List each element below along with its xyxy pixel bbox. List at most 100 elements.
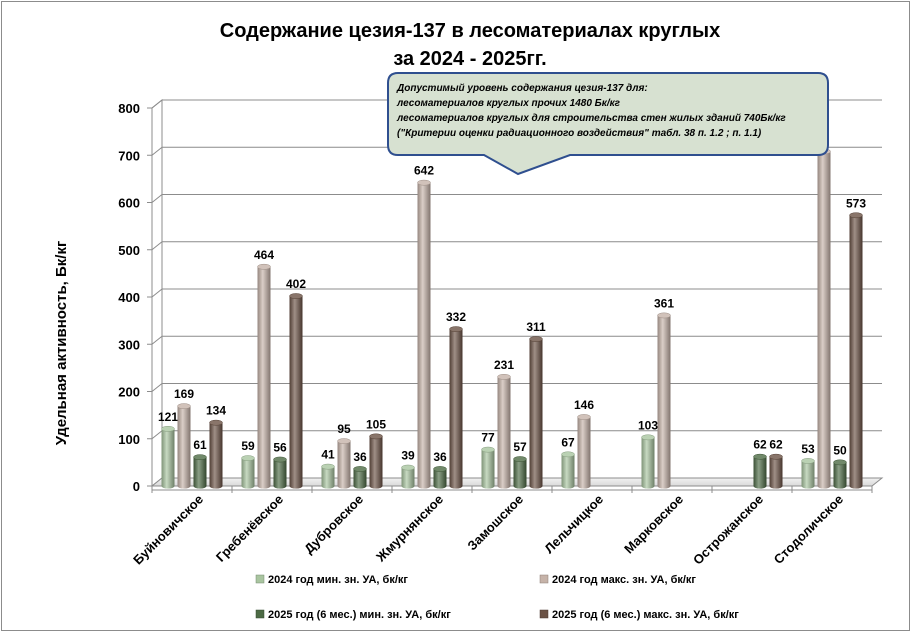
gridline: [151, 383, 882, 392]
bar: [641, 434, 655, 489]
bar-top: [241, 455, 255, 461]
bar-body: [449, 329, 463, 489]
bar-top: [417, 179, 431, 186]
category-label: Гребенёвское: [213, 492, 286, 565]
y-tick-label: 500: [118, 243, 140, 258]
data-label: 464: [254, 248, 274, 262]
callout-line-4: ("Критерии оценки радиационного воздейст…: [397, 127, 762, 139]
bar-top: [273, 456, 287, 463]
bar: [177, 403, 191, 489]
data-label: 169: [174, 387, 194, 401]
bar-body: [257, 266, 271, 489]
bar: [401, 464, 415, 489]
gridline: [151, 241, 882, 251]
bar: [289, 293, 303, 489]
callout-box: [387, 72, 829, 176]
bar: [257, 263, 271, 489]
y-tick-label: 400: [118, 290, 140, 305]
bar-body: [321, 466, 335, 489]
legend-label: 2025 год (6 мес.) макс. зн. УА, бк/кг: [552, 609, 739, 621]
data-label: 402: [286, 277, 306, 291]
data-label: 41: [321, 448, 335, 462]
bar-top: [497, 374, 511, 380]
category-label: Лельчицкое: [541, 492, 606, 557]
bar-top: [577, 414, 591, 420]
bar: [273, 456, 287, 489]
callout-line-2: лесоматериалов круглых прочих 1480 Бк/кг: [396, 98, 621, 109]
y-tick-label: 300: [118, 337, 140, 352]
bar-body: [641, 437, 655, 489]
bar-top: [849, 212, 863, 219]
bar-body: [241, 458, 255, 489]
bar-body: [481, 449, 495, 489]
gridline: [151, 288, 882, 298]
data-label: 95: [337, 422, 351, 436]
category-label: Дубровское: [301, 492, 366, 557]
bar: [433, 466, 447, 489]
y-axis-label: Удельная активность, Бк/кг: [53, 241, 70, 445]
bar-body: [817, 151, 831, 489]
y-tick-layer: 0 100 200 300 400 500 600 700 800: [118, 101, 140, 494]
bar: [161, 425, 175, 489]
bar-body: [529, 339, 543, 489]
data-label: 57: [513, 440, 527, 454]
bar: [833, 459, 847, 489]
bar-top: [177, 403, 191, 409]
bar: [769, 453, 783, 489]
bar-body: [769, 456, 783, 489]
data-label: 311: [526, 320, 546, 334]
callout-line-3: лесоматериалов круглых для строительства…: [396, 113, 786, 124]
bar-body: [209, 422, 223, 489]
bar: [513, 456, 527, 489]
data-label: 36: [353, 450, 367, 464]
bar-top: [833, 459, 847, 466]
callout-line-1: Допустимый уровень содержания цезия-137 …: [396, 83, 648, 94]
category-label: Замошское: [464, 492, 526, 554]
data-label: 53: [801, 442, 815, 456]
data-label: 642: [414, 164, 434, 178]
bar: [241, 455, 255, 489]
data-label: 59: [241, 439, 255, 453]
bar: [193, 454, 207, 489]
data-label: 103: [638, 418, 658, 432]
bar-top: [657, 312, 671, 319]
bar-top: [481, 446, 495, 453]
bar-layer: 1211696113459464564024195361053964236332…: [158, 132, 866, 489]
bar: [321, 463, 335, 489]
data-label: 146: [574, 398, 594, 412]
y-tick-label: 600: [118, 196, 140, 211]
bar-body: [801, 460, 815, 489]
bar: [561, 451, 575, 489]
bar-top: [753, 453, 767, 460]
bar-body: [401, 467, 415, 489]
bar-body: [577, 417, 591, 489]
bar: [657, 312, 671, 489]
data-label: 332: [446, 310, 466, 324]
bar-body: [433, 468, 447, 489]
bar-top: [257, 263, 271, 270]
data-label: 105: [366, 417, 386, 431]
bar: [817, 148, 831, 489]
y-tick-label: 100: [118, 432, 140, 447]
bar: [529, 336, 543, 489]
bar-body: [289, 296, 303, 489]
bar: [481, 446, 495, 489]
chart-title-line-1: Содержание цезия-137 в лесоматериалах кр…: [220, 20, 720, 42]
bar: [417, 179, 431, 489]
y-tick-label: 200: [118, 385, 140, 400]
bar-top: [289, 293, 303, 299]
bar-body: [849, 215, 863, 489]
data-label: 573: [846, 196, 866, 210]
category-label: Жмурнянское: [372, 492, 446, 566]
data-label: 39: [401, 449, 415, 463]
bar-top: [321, 463, 335, 470]
bar-body: [657, 315, 671, 489]
category-layer: Буйновичское Гребенёвское Дубровское Жмурня…: [130, 492, 846, 568]
legend-swatch: [255, 574, 265, 584]
gridline: [151, 194, 882, 203]
data-label: 50: [833, 443, 847, 457]
data-label: 67: [561, 435, 575, 449]
bar-top: [801, 458, 815, 464]
legend-swatch: [255, 609, 265, 619]
